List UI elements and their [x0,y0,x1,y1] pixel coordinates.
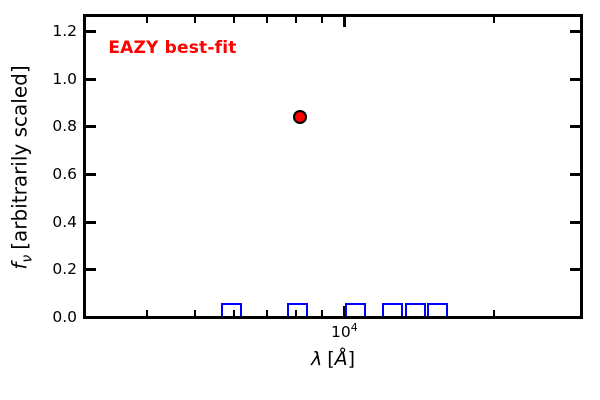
y-major-tick-left [86,29,96,33]
y-major-tick-right [570,220,580,224]
ylabel-subscript: ν [19,254,36,263]
y-tick-label: 1.2 [52,21,77,40]
y-tick-label: 1.0 [52,69,77,88]
x-minor-tick-top [233,17,236,23]
y-major-tick-right [570,172,580,176]
y-major-tick-right [570,268,580,272]
x-minor-tick-bottom [266,310,269,316]
x-minor-tick-top [145,17,148,23]
y-major-tick-right [570,316,580,319]
xlabel-close-bracket: ] [347,348,356,370]
best-fit-flux-marker [293,110,308,125]
xlabel-unit: Å [334,348,348,370]
x-minor-tick-bottom [193,310,196,316]
x-minor-tick-bottom [145,310,148,316]
observed-photometry-marker [405,303,427,316]
observed-photometry-marker [287,303,309,316]
y-tick-label: 0.2 [52,260,77,279]
x-minor-tick-top [266,17,269,23]
x-minor-tick-bottom [233,310,236,316]
xtick-exponent: 4 [350,321,358,334]
x-axis-label: λ [Å] [233,348,433,370]
x-tick-label-1e4: 104 [314,321,374,341]
x-major-tick-top [342,17,346,27]
y-major-tick-left [86,268,96,272]
y-tick-label: 0.0 [52,308,77,326]
y-major-tick-right [570,77,580,81]
x-minor-tick-top [295,17,298,23]
y-major-tick-left [86,77,96,81]
x-minor-tick-top [193,17,196,23]
x-minor-tick-bottom [320,310,323,316]
y-major-tick-left [86,172,96,176]
xtick-mantissa: 10 [330,323,351,342]
x-minor-tick-bottom [295,310,298,316]
y-major-tick-left [86,316,96,319]
ylabel-variable: f [7,262,32,270]
observed-photometry-marker [381,303,403,316]
y-axis-label: fν [arbitrarily scaled] [7,8,36,328]
x-minor-tick-bottom [492,310,495,316]
xlabel-variable: λ [310,348,323,370]
y-major-tick-right [570,29,580,33]
x-minor-tick-top [320,17,323,23]
plot-area [83,14,583,319]
observed-photometry-marker [345,303,367,316]
observed-photometry-marker [220,303,242,316]
x-minor-tick-top [492,17,495,23]
y-tick-label: 0.8 [52,117,77,136]
y-major-tick-right [570,125,580,129]
y-tick-label: 0.4 [52,212,77,231]
xlabel-open-bracket: [ [327,348,335,370]
observed-photometry-marker [426,303,448,316]
annotation-eazy-best-fit: EAZY best-fit [108,38,237,58]
x-major-tick-bottom [342,306,346,316]
ylabel-text: [arbitrarily scaled] [7,65,32,250]
y-tick-label: 0.6 [52,164,77,183]
y-major-tick-left [86,220,96,224]
y-major-tick-left [86,125,96,129]
